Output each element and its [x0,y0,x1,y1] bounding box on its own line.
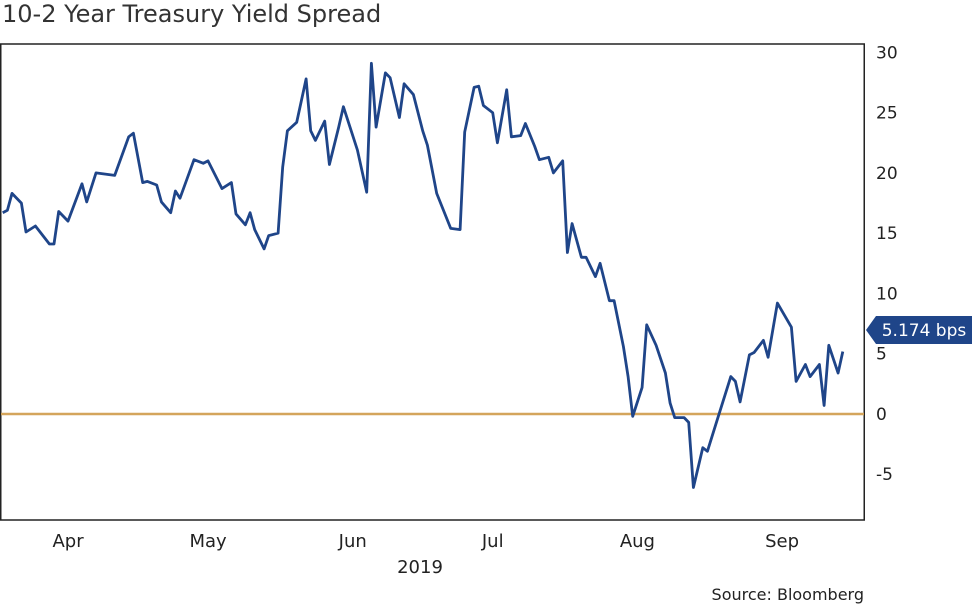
last-value-badge: 5.174 bps [866,316,972,344]
x-axis: Apr May Jun Jul Aug Sep [52,531,799,552]
y-tick-label: 0 [876,405,887,425]
y-tick-label: 10 [876,284,898,304]
last-value-badge-shape [866,316,972,344]
plot-area [0,43,865,521]
x-tick-label: May [189,531,227,552]
x-axis-label: 2019 [397,557,443,578]
y-tick-label: 5 [876,345,887,365]
y-tick-label: 20 [876,164,898,184]
x-tick-label: Aug [620,531,655,552]
plot-frame [0,43,865,521]
spread-series-line [2,61,845,489]
chart-title: 10-2 Year Treasury Yield Spread [2,0,381,28]
last-value-label: 5.174 bps [882,321,967,341]
y-tick-label: 30 [876,43,898,63]
y-tick-label: 15 [876,224,898,244]
x-tick-label: Apr [52,531,84,552]
x-tick-label: Jun [338,531,367,552]
x-tick-label: Sep [765,531,799,552]
y-tick-label: 25 [876,104,898,124]
x-tick-label: Jul [481,531,504,552]
y-axis: 30 25 20 15 10 5 0 -5 [876,43,898,485]
y-tick-label: -5 [876,465,893,485]
source-note: Source: Bloomberg [712,585,864,604]
